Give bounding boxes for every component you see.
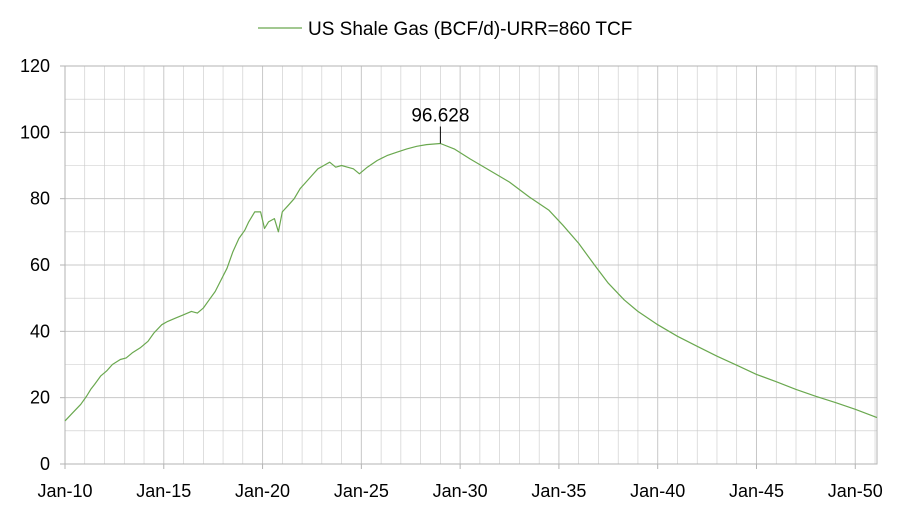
x-tick-label: Jan-15 bbox=[136, 481, 191, 501]
x-tick-label: Jan-40 bbox=[630, 481, 685, 501]
y-tick-label: 120 bbox=[20, 56, 50, 76]
axes: 0 20 40 60 80 100 120 Jan-10 Jan-15 Jan-20 Jan-25 J… bbox=[20, 56, 883, 501]
series bbox=[64, 142, 878, 422]
y-tick-label: 100 bbox=[20, 122, 50, 142]
y-tick-label: 80 bbox=[30, 189, 50, 209]
x-tick-label: Jan-50 bbox=[828, 481, 883, 501]
x-tick-label: Jan-10 bbox=[37, 481, 92, 501]
x-tick-label: Jan-30 bbox=[433, 481, 488, 501]
x-tick-label: Jan-25 bbox=[334, 481, 389, 501]
series-line bbox=[64, 142, 878, 422]
x-tick-label: Jan-35 bbox=[531, 481, 586, 501]
legend: US Shale Gas (BCF/d)-URR=860 TCF bbox=[258, 19, 632, 40]
peak-annotation: 96.628 bbox=[411, 106, 469, 144]
x-tick-label: Jan-20 bbox=[235, 481, 290, 501]
y-tick-label: 40 bbox=[30, 321, 50, 341]
peak-label: 96.628 bbox=[411, 106, 469, 127]
y-tick-label: 20 bbox=[30, 388, 50, 408]
x-tick-label: Jan-45 bbox=[729, 481, 784, 501]
legend-label: US Shale Gas (BCF/d)-URR=860 TCF bbox=[308, 19, 632, 40]
grid bbox=[64, 65, 877, 465]
y-tick-label: 60 bbox=[30, 255, 50, 275]
y-tick-label: 0 bbox=[40, 454, 50, 474]
